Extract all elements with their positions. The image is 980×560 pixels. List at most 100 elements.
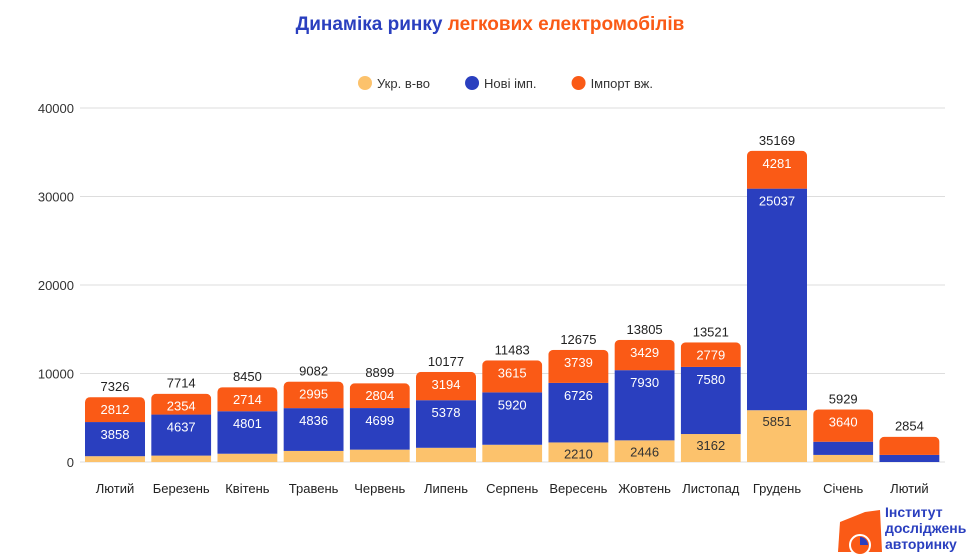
x-tick-label: Вересень [549,481,607,496]
x-tick-label: Лютий [96,481,134,496]
bar-segment [416,447,476,462]
bar-segment [813,454,874,462]
chart-title: Динаміка ринку легкових електромобілів [0,14,980,36]
bar-segment [217,411,278,454]
bar-segment [349,449,410,462]
bar-segment [151,414,212,456]
logo-car-icon [838,510,882,556]
legend-label: Імпорт вж. [591,76,653,91]
x-tick-label: Квітень [225,481,270,496]
data-label: 2714 [233,392,262,407]
data-label: 3640 [829,415,858,430]
bar-segment [482,444,543,462]
bar-segment [813,409,874,442]
data-label: 2354 [167,399,196,414]
total-label: 8450 [233,369,262,384]
bar-segment [614,440,675,462]
x-tick-label: Травень [289,481,339,496]
bar-segment [151,455,212,462]
bar-segment [548,349,609,383]
data-label: 3858 [101,427,130,442]
bar-segment [548,382,609,443]
title-part-1: Динаміка ринку [295,14,443,35]
total-label: 2854 [895,419,924,434]
data-label: 5851 [763,414,792,429]
total-label: 35169 [759,133,795,148]
legend-marker [571,76,586,90]
bar-segment [813,441,874,455]
bar-segment [680,434,741,462]
data-label: 4637 [167,420,196,435]
data-label: 6726 [564,388,593,403]
bar-segment [349,408,410,450]
bar-segment [482,360,543,393]
logo-line-1: Інститут [885,504,943,520]
bar-segment [283,450,344,462]
legend-marker [358,76,372,90]
x-tick-label: Липень [424,481,468,496]
bar-segment [747,410,807,462]
data-label: 4281 [763,156,792,171]
logo-text: Інститут досліджень авторинку [885,504,966,552]
data-label: 2446 [630,444,659,459]
total-label: 13805 [627,322,663,337]
bar-segment [879,436,940,455]
data-label: 3429 [630,345,659,360]
x-tick-label: Грудень [753,481,801,496]
bar-segment [416,400,476,448]
bar-segment [747,188,807,411]
x-tick-label: Березень [153,481,210,496]
total-label: 9082 [299,364,328,379]
bar-segment [614,370,675,441]
x-tick-label: Червень [354,481,405,496]
data-label: 2804 [365,388,394,403]
total-label: 5929 [829,392,858,407]
data-label: 3615 [498,365,527,380]
data-label: 4801 [233,416,262,431]
data-label: 3739 [564,355,593,370]
bar-segment [747,150,807,189]
x-tick-label: Жовтень [618,481,671,496]
bar-segment [879,454,940,462]
legend-marker [465,76,480,90]
data-label: 2779 [696,347,725,362]
bar-segment [416,371,476,401]
x-tick-label: Лютий [890,481,928,496]
y-tick-label: 10000 [38,367,74,382]
bar-segment [85,456,145,462]
legend-label: Укр. в-во [377,76,430,91]
bar-segment [85,397,145,423]
data-label: 7930 [630,375,659,390]
total-label: 11483 [495,342,530,357]
y-tick-label: 0 [67,455,74,470]
logo-line-2: досліджень [885,520,967,536]
bar-segment [349,383,410,409]
bar-segment [217,453,278,462]
bar-segment [85,422,145,457]
bar-segment [548,442,609,462]
x-tick-label: Листопад [682,481,740,496]
bar-segment [217,387,278,412]
bar-segment [151,393,212,415]
data-label: 4699 [365,413,394,428]
data-label: 3194 [432,377,461,392]
title-part-2: легкових електромобілів [447,14,685,35]
total-label: 7714 [167,376,196,391]
data-label: 2210 [564,446,593,461]
data-label: 2812 [101,402,130,417]
data-label: 5920 [498,397,527,412]
y-tick-label: 30000 [38,190,74,205]
bar-segment [614,339,675,371]
bar-segment [283,408,344,451]
y-tick-label: 20000 [38,278,74,293]
total-label: 10177 [428,354,464,369]
total-label: 12675 [560,332,596,347]
bar-segment [680,342,741,367]
total-label: 7326 [101,379,130,394]
total-label: 13521 [693,324,729,339]
bar-segment [680,366,741,435]
y-tick-label: 40000 [38,101,74,116]
x-tick-label: Січень [823,481,863,496]
legend-label: Нові імп. [484,76,537,91]
